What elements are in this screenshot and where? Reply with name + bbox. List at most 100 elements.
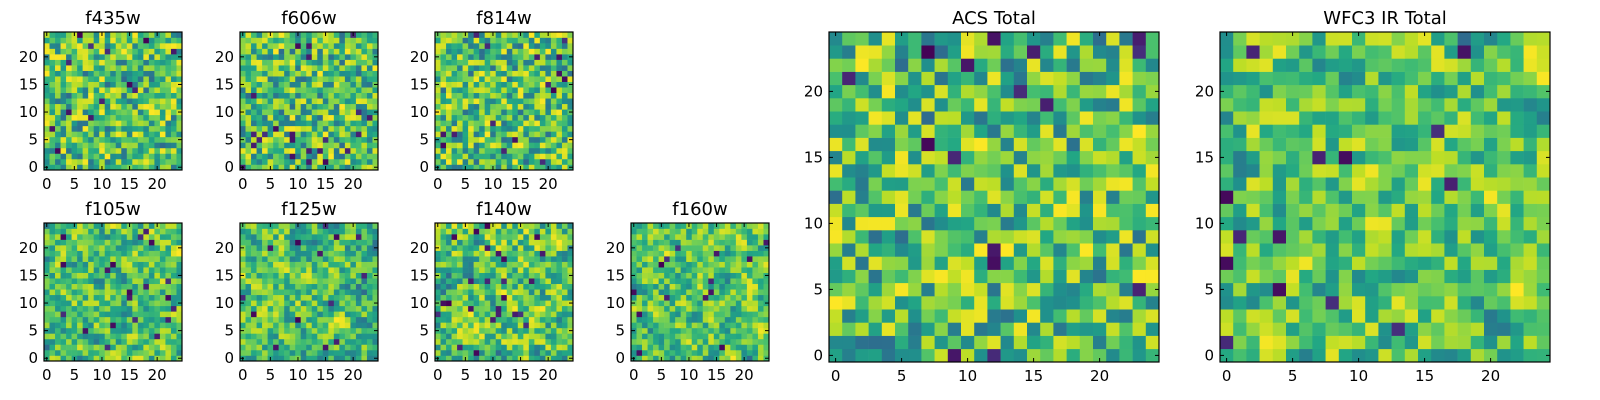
heatmap-cell bbox=[99, 316, 106, 323]
heatmap-cell bbox=[653, 300, 659, 307]
heatmap-cell bbox=[523, 228, 530, 235]
heatmap-cell bbox=[273, 114, 279, 121]
heatmap-cell bbox=[154, 338, 161, 345]
heatmap-cell bbox=[361, 32, 368, 38]
heatmap-cell bbox=[66, 87, 72, 94]
heatmap-cell bbox=[752, 289, 759, 296]
heatmap-cell bbox=[344, 278, 351, 285]
heatmap-cell bbox=[273, 239, 279, 246]
heatmap-cell bbox=[961, 256, 975, 270]
heatmap-cell bbox=[66, 70, 72, 77]
heatmap-cell bbox=[278, 234, 285, 240]
heatmap-cell bbox=[339, 245, 346, 251]
heatmap-cell bbox=[680, 228, 687, 235]
heatmap-cell bbox=[484, 300, 491, 307]
heatmap-cell bbox=[974, 230, 988, 244]
heatmap-cell bbox=[708, 250, 715, 257]
heatmap-cell bbox=[691, 239, 698, 246]
heatmap-cell bbox=[462, 131, 469, 138]
heatmap-cell bbox=[49, 300, 56, 307]
heatmap-cell bbox=[468, 272, 474, 279]
heatmap-cell bbox=[115, 316, 122, 323]
heatmap-cell bbox=[121, 65, 128, 71]
heatmap-cell bbox=[267, 234, 274, 240]
heatmap-cell bbox=[512, 283, 519, 290]
heatmap-cell bbox=[77, 142, 83, 149]
heatmap-cell bbox=[763, 234, 770, 240]
heatmap-cell bbox=[306, 349, 313, 356]
heatmap-cell bbox=[366, 125, 373, 132]
heatmap-cell bbox=[317, 327, 324, 334]
heatmap-cell bbox=[642, 283, 648, 290]
heatmap-cell bbox=[506, 153, 513, 160]
heatmap-cell bbox=[278, 164, 285, 171]
heatmap-cell bbox=[344, 322, 351, 329]
heatmap-cell bbox=[457, 344, 463, 351]
heatmap-cell bbox=[361, 327, 368, 334]
heatmap-cell bbox=[517, 54, 524, 60]
heatmap-cell bbox=[528, 59, 535, 66]
heatmap-cell bbox=[746, 327, 753, 334]
heatmap-cell bbox=[344, 54, 351, 60]
heatmap-cell bbox=[159, 81, 166, 88]
heatmap-cell bbox=[262, 355, 268, 362]
heatmap-cell bbox=[512, 338, 519, 345]
heatmap-cell bbox=[104, 37, 111, 44]
heatmap-cell bbox=[636, 349, 643, 356]
heatmap-cell bbox=[523, 256, 530, 262]
heatmap-cell bbox=[647, 322, 654, 329]
heatmap-cell bbox=[708, 234, 715, 240]
heatmap-cell bbox=[170, 87, 177, 94]
heatmap-cell bbox=[82, 87, 89, 94]
heatmap-cell bbox=[148, 109, 155, 116]
heatmap-cell bbox=[245, 103, 252, 110]
heatmap-cell bbox=[664, 261, 670, 268]
heatmap-cell bbox=[501, 245, 508, 251]
heatmap-cell bbox=[328, 344, 335, 351]
heatmap-cell bbox=[895, 309, 909, 323]
heatmap-cell bbox=[306, 234, 313, 240]
heatmap-cell bbox=[240, 283, 246, 290]
heatmap-cell bbox=[881, 150, 896, 165]
heatmap-cell bbox=[251, 234, 257, 240]
heatmap-cell bbox=[284, 272, 290, 279]
heatmap-cell bbox=[256, 300, 263, 307]
heatmap-cell bbox=[126, 327, 133, 334]
heatmap-cell bbox=[908, 309, 922, 323]
heatmap-cell bbox=[842, 269, 856, 284]
heatmap-cell bbox=[137, 316, 144, 323]
heatmap-cell bbox=[462, 305, 469, 312]
heatmap-cell bbox=[262, 158, 268, 165]
heatmap-cell bbox=[306, 223, 313, 229]
heatmap-cell bbox=[262, 278, 268, 285]
heatmap-cell bbox=[256, 344, 263, 351]
heatmap-cell bbox=[631, 283, 637, 290]
heatmap-cell bbox=[697, 239, 704, 246]
heatmap-cell bbox=[921, 164, 935, 178]
heatmap-cell bbox=[289, 164, 296, 171]
heatmap-cell bbox=[366, 322, 373, 329]
heatmap-cell bbox=[121, 120, 128, 127]
heatmap-cell bbox=[311, 131, 318, 138]
heatmap-cell bbox=[366, 131, 373, 138]
heatmap-cell bbox=[512, 333, 519, 340]
heatmap-cell bbox=[132, 333, 139, 340]
heatmap-cell bbox=[267, 272, 274, 279]
heatmap-cell bbox=[306, 54, 313, 60]
heatmap-cell bbox=[137, 87, 144, 94]
heatmap-cell bbox=[165, 234, 172, 240]
heatmap-cell bbox=[895, 348, 909, 363]
heatmap-cell bbox=[479, 125, 485, 132]
heatmap-cell bbox=[545, 131, 552, 138]
heatmap-cell bbox=[567, 103, 574, 110]
heatmap-cell bbox=[278, 305, 285, 312]
heatmap-cell bbox=[289, 223, 296, 229]
heatmap-cell bbox=[110, 43, 117, 49]
heatmap-cell bbox=[344, 289, 351, 296]
heatmap-cell bbox=[495, 344, 502, 351]
heatmap-cell bbox=[473, 76, 480, 82]
heatmap-cell bbox=[763, 278, 770, 285]
heatmap-cell bbox=[1053, 256, 1067, 270]
heatmap-cell bbox=[697, 305, 704, 312]
